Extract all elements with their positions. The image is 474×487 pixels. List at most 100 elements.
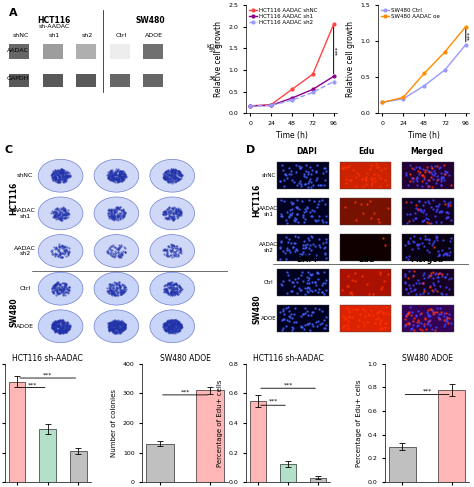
Point [163, 317, 171, 325]
Point [61, 205, 68, 213]
Point [114, 291, 122, 299]
Point [176, 211, 184, 219]
Point [107, 322, 114, 330]
Point [175, 175, 182, 183]
Point [277, 177, 284, 185]
Point [118, 328, 125, 336]
Point [116, 326, 123, 334]
Point [287, 206, 294, 214]
Point [49, 168, 57, 175]
Point [108, 171, 116, 179]
Point [165, 322, 173, 330]
Point [51, 211, 59, 219]
Point [54, 279, 62, 286]
Point [115, 322, 122, 330]
Point [301, 321, 308, 329]
Point [167, 328, 175, 336]
Point [296, 286, 304, 294]
Point [104, 174, 112, 182]
Point [53, 291, 60, 299]
Point [406, 284, 414, 292]
Point [169, 212, 177, 220]
Point [49, 282, 56, 290]
Point [120, 320, 128, 328]
Point [59, 169, 67, 176]
Point [51, 327, 58, 335]
Point [118, 167, 125, 174]
Point [52, 175, 59, 183]
Point [166, 208, 174, 216]
Point [62, 246, 70, 254]
Point [108, 252, 116, 260]
Point [62, 288, 69, 296]
Point [51, 252, 58, 260]
Point [170, 323, 178, 331]
Point [54, 284, 61, 292]
Point [117, 253, 125, 261]
Point [166, 318, 174, 326]
Point [54, 290, 61, 298]
Point [60, 214, 67, 222]
Point [171, 328, 179, 336]
Point [164, 208, 172, 216]
Point [321, 243, 329, 251]
Point [345, 312, 353, 320]
Point [358, 272, 365, 280]
Point [103, 171, 111, 179]
Point [174, 209, 182, 217]
Point [170, 283, 178, 291]
Point [64, 172, 71, 180]
Point [113, 178, 120, 186]
Point [50, 172, 58, 180]
Point [164, 319, 171, 327]
Point [321, 250, 328, 258]
Text: HCT116: HCT116 [253, 184, 262, 218]
Point [106, 319, 113, 327]
Text: AADAC
sh2: AADAC sh2 [14, 245, 36, 257]
Point [164, 288, 172, 296]
Point [57, 325, 65, 333]
Y-axis label: Number of colonies: Number of colonies [111, 389, 117, 457]
Point [106, 169, 113, 177]
Point [277, 196, 285, 204]
Point [310, 322, 317, 330]
Point [367, 182, 375, 189]
Point [174, 327, 182, 335]
Point [51, 320, 58, 328]
Point [319, 169, 327, 177]
Point [162, 318, 169, 326]
Point [295, 206, 302, 213]
Point [171, 169, 179, 177]
Point [110, 317, 118, 324]
Point [284, 272, 292, 280]
Point [171, 321, 179, 329]
Point [365, 312, 373, 319]
Point [447, 319, 455, 327]
Point [121, 321, 129, 329]
Point [53, 250, 61, 258]
Point [437, 206, 444, 214]
Point [431, 326, 439, 334]
Point [163, 285, 170, 293]
Point [168, 278, 175, 286]
Point [55, 325, 63, 333]
Point [120, 325, 128, 333]
Point [170, 251, 177, 259]
Point [107, 319, 114, 327]
Point [64, 249, 72, 257]
Point [52, 173, 60, 181]
Point [121, 171, 129, 179]
Point [119, 209, 127, 217]
Point [322, 254, 329, 262]
Line: HCT116 AADAC sh2: HCT116 AADAC sh2 [249, 80, 335, 107]
Point [48, 285, 56, 293]
Point [305, 274, 313, 282]
Point [51, 175, 58, 183]
Point [175, 252, 182, 260]
Point [112, 206, 119, 213]
Point [170, 215, 178, 223]
Point [170, 321, 177, 329]
Point [52, 324, 59, 332]
Point [163, 172, 171, 180]
Point [55, 178, 63, 186]
